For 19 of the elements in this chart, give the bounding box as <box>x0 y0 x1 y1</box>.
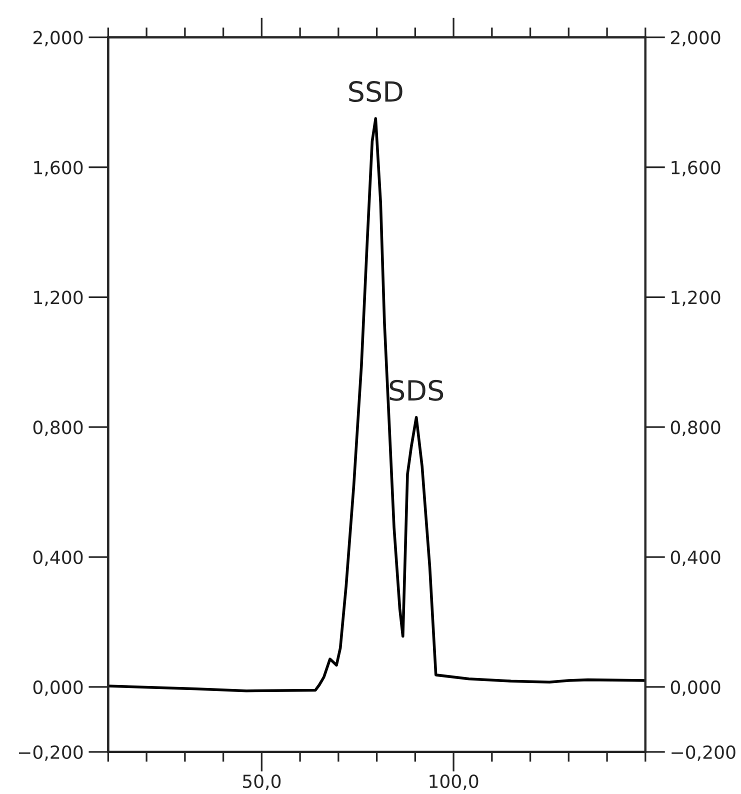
y2-tick-label: 2,000 <box>671 30 720 46</box>
line-series <box>108 117 646 692</box>
y2-tick-label: 0,000 <box>670 680 720 696</box>
y2-tick-label: −0,200 <box>672 745 736 761</box>
y-tick-label: 0,400 <box>33 550 83 566</box>
y2-tick-label: 0,800 <box>670 420 720 436</box>
y-tick-label: 0,800 <box>33 420 83 436</box>
y-tick-label: 2,000 <box>34 30 83 46</box>
y-tick-label: 1,200 <box>34 290 83 306</box>
x-tick-label: 100,0 <box>430 774 478 790</box>
y-tick-label: 1,600 <box>34 160 83 176</box>
y-tick-label: 0,000 <box>33 680 83 696</box>
y2-tick-label: 0,400 <box>670 550 720 566</box>
x-tick-label: 50,0 <box>242 774 281 790</box>
y-tick-label: −0,200 <box>18 745 83 761</box>
annotation: SDS <box>390 380 444 401</box>
y2-tick-label: 1,600 <box>672 160 720 176</box>
y2-tick-label: 1,200 <box>672 290 720 306</box>
annotation: SSD <box>349 81 402 102</box>
